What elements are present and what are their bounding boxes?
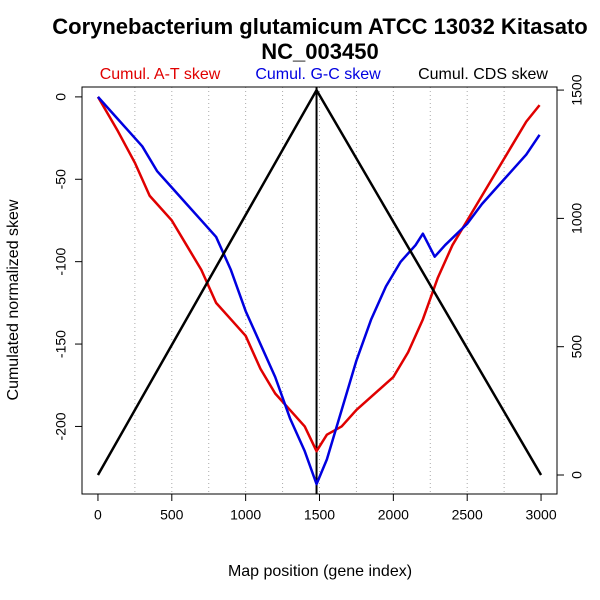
y-tick-label: -150	[53, 330, 69, 358]
y2-tick-label: 500	[569, 335, 585, 359]
y2-tick-label: 1500	[569, 74, 585, 105]
legend-label: Cumul. G-C skew	[255, 66, 381, 83]
legend-label: Cumul. A-T skew	[100, 66, 221, 83]
y2-tick-label: 1000	[569, 203, 585, 234]
y-tick-label: -100	[53, 247, 69, 275]
x-tick-label: 1000	[230, 507, 261, 523]
series-line	[96, 88, 543, 476]
x-tick-label: 500	[160, 507, 184, 523]
series-line	[97, 96, 541, 486]
x-axis-label: Map position (gene index)	[228, 563, 412, 580]
legend-label: Cumul. CDS skew	[418, 66, 548, 83]
y-tick-label: 0	[53, 93, 69, 101]
chart-title: Corynebacterium glutamicum ATCC 13032 Ki…	[52, 14, 587, 39]
x-tick-label: 1500	[304, 507, 335, 523]
y-tick-label: -200	[53, 412, 69, 440]
y2-tick-label: 0	[569, 471, 585, 479]
y-tick-label: -50	[53, 169, 69, 189]
x-tick-label: 0	[94, 507, 102, 523]
chart-subtitle: NC_003450	[261, 39, 378, 64]
series-line	[96, 96, 541, 453]
y-axis-label: Cumulated normalized skew	[5, 199, 22, 400]
x-tick-label: 3000	[525, 507, 556, 523]
x-tick-label: 2000	[378, 507, 409, 523]
plot-frame	[81, 86, 558, 495]
x-tick-label: 2500	[452, 507, 483, 523]
